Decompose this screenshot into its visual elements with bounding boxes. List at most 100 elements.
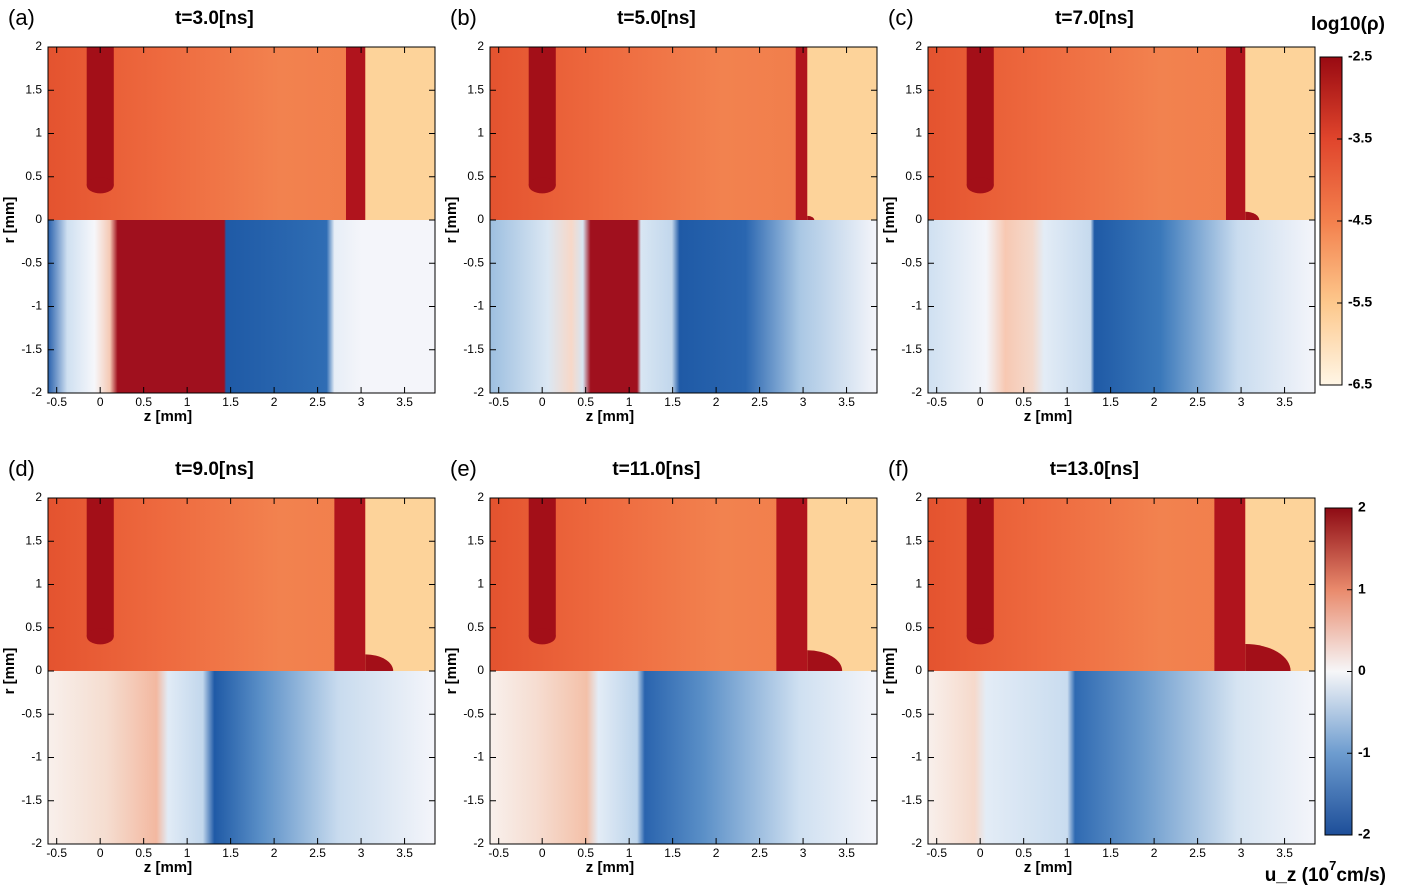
y-tick-label: -0.5 [463, 706, 484, 720]
dense-column [87, 498, 114, 636]
y-tick-label: -1 [473, 750, 484, 764]
y-tick-label: -1.5 [463, 342, 484, 356]
wall-region [334, 498, 365, 671]
velocity-field [48, 671, 435, 844]
colorbar-tick-label: -1 [1358, 744, 1371, 760]
colorbar-tick-label: -5.5 [1348, 294, 1372, 310]
colorbar-tick-label: 0 [1358, 662, 1366, 678]
x-tick-label: 0 [977, 846, 984, 860]
x-tick-label: -0.5 [46, 395, 67, 409]
y-tick-label: 1.5 [467, 533, 484, 547]
velocity-field [928, 671, 1315, 844]
x-tick-label: -0.5 [488, 846, 509, 860]
y-tick-label: 0 [35, 212, 42, 226]
colorbar-tick-label: -2 [1358, 826, 1371, 842]
y-tick-label: 1.5 [905, 533, 922, 547]
x-tick-label: 2 [271, 846, 278, 860]
y-tick-label: -1.5 [901, 793, 922, 807]
panel-label: (b) [450, 5, 477, 30]
x-tick-label: 1.5 [1102, 395, 1119, 409]
y-tick-label: 0 [477, 663, 484, 677]
colorbar-title-exponent: 7 [1329, 858, 1336, 873]
y-tick-label: 2 [477, 39, 484, 53]
panel-title: t=13.0[ns] [1050, 459, 1139, 480]
y-tick-label: -0.5 [21, 706, 42, 720]
colorbar-title-base: u_z (10 [1265, 865, 1329, 886]
x-tick-label: 2.5 [751, 395, 768, 409]
y-axis-label: r [mm] [443, 197, 460, 244]
x-tick-label: 3.5 [838, 395, 855, 409]
colorbar-tick-label: 2 [1358, 499, 1366, 515]
x-axis-label: z [mm] [144, 859, 192, 876]
y-tick-label: -1.5 [463, 793, 484, 807]
velocity-field [928, 220, 1315, 393]
x-tick-label: 3 [1238, 395, 1245, 409]
y-tick-label: 2 [35, 490, 42, 504]
dense-tip [967, 628, 994, 644]
y-tick-label: 1.5 [905, 82, 922, 96]
wall-region [346, 47, 365, 220]
x-tick-label: 2.5 [309, 846, 326, 860]
x-tick-label: 3 [1238, 846, 1245, 860]
x-tick-label: 1.5 [1102, 846, 1119, 860]
panel-title: t=11.0[ns] [612, 459, 700, 480]
y-tick-label: -0.5 [901, 706, 922, 720]
y-tick-label: -2 [473, 836, 484, 850]
y-axis-label: r [mm] [1, 197, 18, 244]
x-tick-label: 2 [713, 395, 720, 409]
x-tick-label: 2 [713, 846, 720, 860]
colorbar-tick-label: 1 [1358, 580, 1366, 596]
y-tick-label: 1.5 [25, 82, 42, 96]
dense-column [967, 498, 994, 636]
dense-tip [967, 177, 994, 193]
x-tick-label: 0 [97, 846, 104, 860]
velocity-field [490, 220, 877, 393]
x-tick-label: 3.5 [1276, 395, 1293, 409]
panel-label: (e) [450, 456, 477, 481]
dense-tip [87, 628, 114, 644]
y-tick-label: -0.5 [21, 255, 42, 269]
wall-region [1214, 498, 1245, 671]
y-tick-label: 1 [35, 577, 42, 591]
y-tick-label: 2 [915, 490, 922, 504]
x-tick-label: 1.5 [222, 846, 239, 860]
y-tick-label: -1 [31, 750, 42, 764]
y-tick-label: -2 [911, 836, 922, 850]
x-tick-label: 3.5 [1276, 846, 1293, 860]
x-axis-label: z [mm] [586, 408, 634, 425]
x-tick-label: 3 [358, 846, 365, 860]
dense-column [529, 47, 556, 185]
y-tick-label: 1 [477, 126, 484, 140]
colorbar-tick-label: -4.5 [1348, 212, 1372, 228]
x-tick-label: -0.5 [488, 395, 509, 409]
panel-title: t=3.0[ns] [175, 8, 254, 29]
colorbar-tick-label: -3.5 [1348, 130, 1372, 146]
y-axis-label: r [mm] [881, 197, 898, 244]
dense-column [967, 47, 994, 185]
y-tick-label: 1 [915, 126, 922, 140]
panel-label: (f) [888, 456, 909, 481]
x-tick-label: -0.5 [926, 395, 947, 409]
heatmap-panel: -0.500.511.522.533.5-2-1.5-1-0.500.511.5… [1, 5, 435, 425]
y-axis-label: r [mm] [1, 648, 18, 695]
y-tick-label: 0.5 [467, 620, 484, 634]
y-tick-label: 0 [477, 212, 484, 226]
y-tick-label: 2 [915, 39, 922, 53]
y-tick-label: 0.5 [905, 620, 922, 634]
figure: -0.5 0 0.5 1 1.5 2 2.5 3 3.5 -2 -1.5 -1 -0.5 0 0.5 1 1.5… [0, 0, 1417, 892]
x-tick-label: 2.5 [1189, 395, 1206, 409]
colorbar-title-unit: cm/s) [1336, 865, 1386, 886]
y-tick-label: 0.5 [467, 169, 484, 183]
x-axis-label: z [mm] [586, 859, 634, 876]
heatmap-panel: -0.500.511.522.533.5-2-1.5-1-0.500.511.5… [881, 456, 1315, 876]
panel-label: (d) [8, 456, 35, 481]
y-tick-label: 0.5 [25, 169, 42, 183]
y-tick-label: 2 [477, 490, 484, 504]
dense-tip [529, 177, 556, 193]
panel-title: t=5.0[ns] [617, 8, 696, 29]
x-tick-label: 0 [97, 395, 104, 409]
y-axis-label: r [mm] [881, 648, 898, 695]
x-tick-label: 0 [539, 395, 546, 409]
